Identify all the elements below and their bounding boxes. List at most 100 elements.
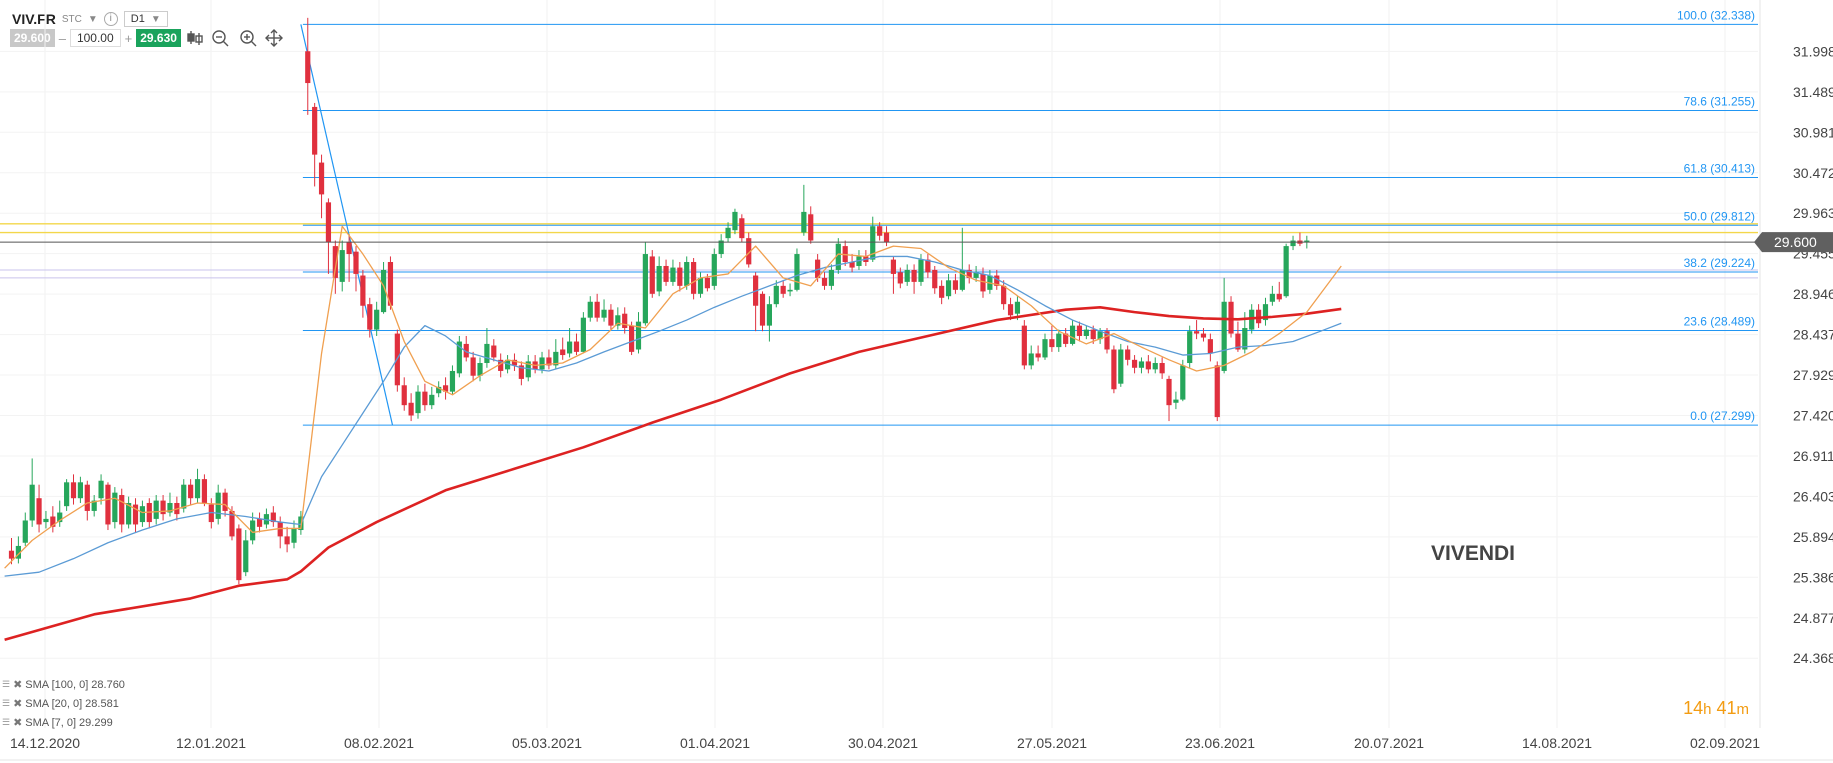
candle-body <box>236 528 242 581</box>
candle-body <box>1097 331 1103 340</box>
increase-volume-button[interactable]: + <box>124 30 133 46</box>
remove-indicator-icon[interactable]: ✖ <box>13 698 23 710</box>
candle-body <box>1042 339 1048 358</box>
candle <box>1063 328 1069 348</box>
candlestick-type-icon[interactable] <box>187 31 203 45</box>
candle <box>50 506 56 533</box>
candle <box>1290 235 1296 251</box>
candle <box>84 480 90 521</box>
candle <box>732 208 738 235</box>
candle-body <box>22 520 28 543</box>
candle <box>801 184 807 236</box>
candle-body <box>1187 331 1193 364</box>
candle <box>766 296 772 342</box>
y-tick-label: 24.368 <box>1793 650 1833 666</box>
candle <box>601 299 607 322</box>
candle <box>360 269 366 318</box>
candle <box>291 520 297 549</box>
candle-body <box>932 269 938 289</box>
candle-body <box>1290 240 1296 247</box>
candle-body <box>1007 304 1014 316</box>
symbol-dropdown-icon[interactable]: ▼ <box>87 13 98 25</box>
candle-body <box>57 512 63 523</box>
candle-body <box>615 315 621 326</box>
settings-icon[interactable]: ☰ <box>2 717 11 727</box>
candle-body <box>339 250 345 282</box>
candle-body <box>491 345 497 358</box>
fib-level-label: 78.6 (31.255) <box>1684 94 1755 108</box>
settings-icon[interactable]: ☰ <box>2 698 11 708</box>
y-tick-label: 28.437 <box>1793 327 1833 343</box>
candle <box>367 297 373 338</box>
candle-body <box>429 394 435 406</box>
info-icon[interactable]: i <box>103 12 118 26</box>
candle <box>863 250 869 266</box>
candle-body <box>1262 304 1269 321</box>
candle <box>312 102 318 187</box>
candle <box>773 280 779 308</box>
decrease-volume-button[interactable]: – <box>58 30 66 46</box>
candle <box>663 259 669 286</box>
sell-price-button[interactable]: 29.600 <box>10 29 55 47</box>
candle-body <box>697 277 704 294</box>
candle-body <box>573 341 580 352</box>
candle-body <box>1001 285 1007 305</box>
candle <box>1021 320 1027 370</box>
candle <box>753 272 759 332</box>
buy-price-button[interactable]: 29.630 <box>136 29 181 47</box>
candle <box>91 495 97 517</box>
candle-body <box>629 325 635 352</box>
candle <box>1076 321 1083 342</box>
candle-body <box>126 502 132 525</box>
candle-body <box>1035 353 1041 358</box>
candle-body <box>1193 331 1200 334</box>
candle <box>808 206 814 244</box>
timeframe-select[interactable]: D1 ▼ <box>123 11 168 27</box>
candle-body <box>98 480 104 499</box>
settings-icon[interactable]: ☰ <box>2 679 11 689</box>
candle <box>22 512 28 546</box>
volume-input[interactable]: 100.00 <box>69 29 121 47</box>
candle-body <box>904 269 910 282</box>
candle-body <box>408 402 414 416</box>
candle <box>1028 345 1034 370</box>
candle <box>126 496 132 529</box>
remove-indicator-icon[interactable]: ✖ <box>13 679 23 691</box>
candle-body <box>160 500 166 515</box>
zoom-in-icon[interactable] <box>240 30 257 47</box>
candle-body <box>601 309 607 318</box>
candle-body <box>821 277 828 286</box>
candle-body <box>1200 333 1207 338</box>
candle-body <box>215 492 221 519</box>
instrument-watermark: VIVENDI <box>1431 542 1515 565</box>
candle-body <box>635 321 642 350</box>
candle-body <box>1028 353 1034 366</box>
candle-body <box>422 391 428 406</box>
candle <box>711 248 717 290</box>
candle-body <box>64 482 70 507</box>
candle-body <box>1228 301 1234 334</box>
candle <box>932 265 938 294</box>
candle-body <box>663 265 669 282</box>
candle <box>387 256 394 310</box>
candle-body <box>43 518 49 523</box>
candle-body <box>1021 325 1027 366</box>
candle-body <box>711 254 717 286</box>
candle-body <box>773 285 779 305</box>
candle <box>339 240 345 292</box>
remove-indicator-icon[interactable]: ✖ <box>13 717 23 729</box>
candle <box>153 495 159 525</box>
candle <box>877 222 883 241</box>
candle-body <box>181 484 187 509</box>
candle-body <box>229 510 235 537</box>
candle-body <box>732 211 738 231</box>
candle-body <box>132 504 139 525</box>
candle <box>511 353 518 371</box>
zoom-out-icon[interactable] <box>212 30 229 47</box>
candle <box>36 484 42 533</box>
move-crosshair-icon[interactable] <box>264 29 283 47</box>
candle <box>167 492 173 517</box>
candle <box>484 328 490 368</box>
candle <box>305 17 311 115</box>
